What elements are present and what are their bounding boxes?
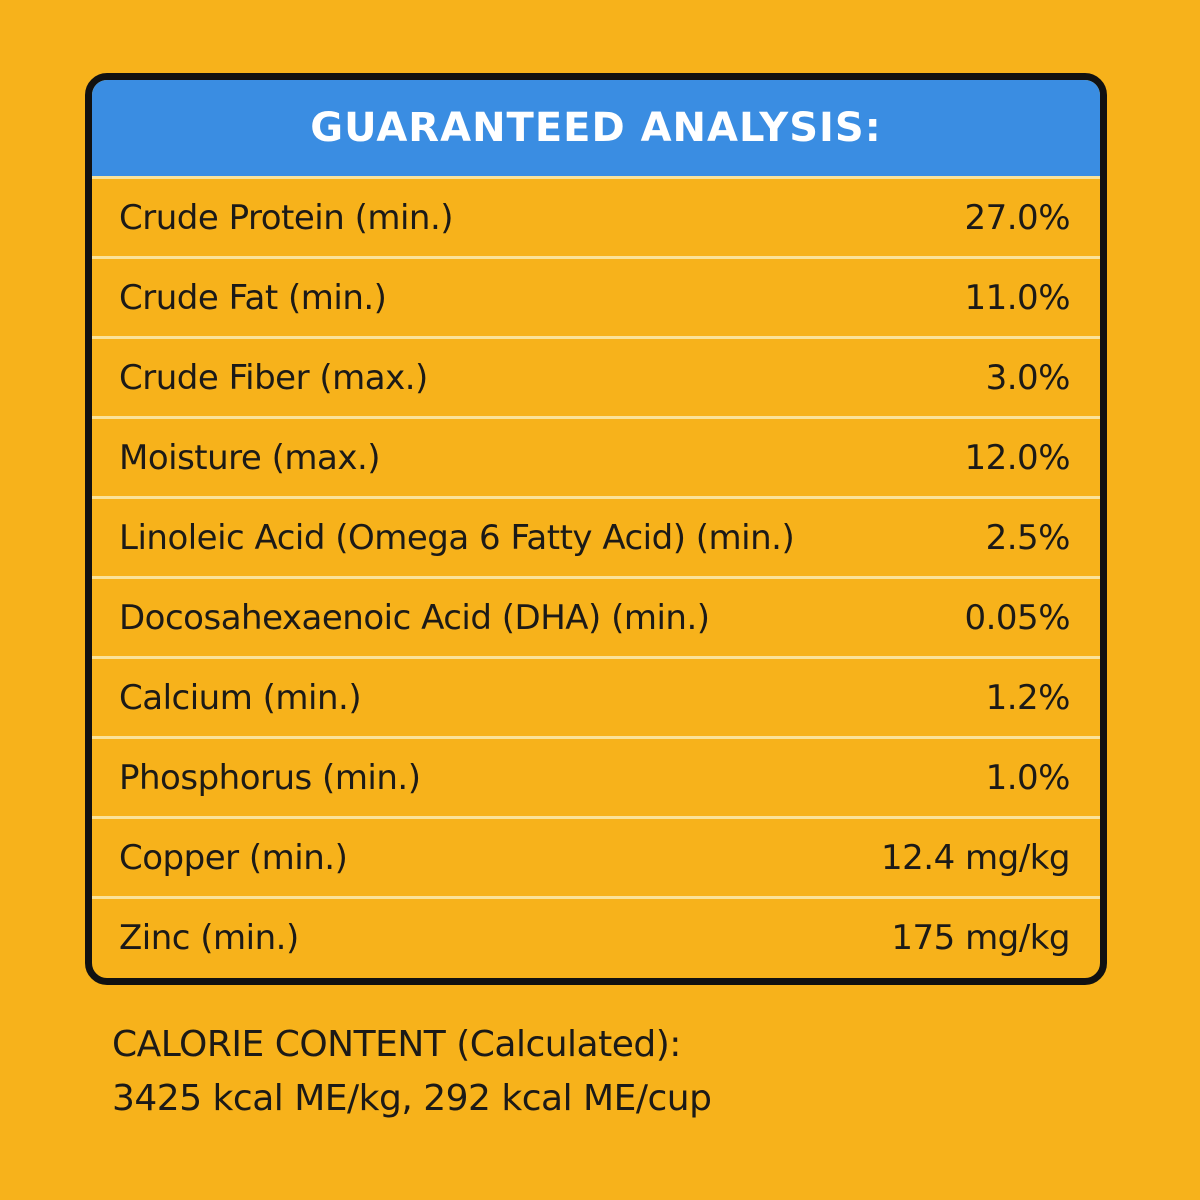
- table-row: Phosphorus (min.) 1.0%: [92, 739, 1100, 819]
- table-row: Zinc (min.) 175 mg/kg: [92, 899, 1100, 976]
- row-value: 12.4 mg/kg: [881, 837, 1070, 878]
- row-value: 2.5%: [985, 517, 1071, 558]
- table-row: Copper (min.) 12.4 mg/kg: [92, 819, 1100, 899]
- row-label: Phosphorus (min.): [119, 757, 421, 798]
- row-value: 175 mg/kg: [891, 917, 1070, 958]
- panel-title: GUARANTEED ANALYSIS:: [92, 80, 1100, 179]
- row-value: 12.0%: [964, 437, 1070, 478]
- row-value: 1.0%: [985, 757, 1071, 798]
- row-label: Linoleic Acid (Omega 6 Fatty Acid) (min.…: [119, 517, 795, 558]
- row-value: 1.2%: [985, 677, 1071, 718]
- row-value: 3.0%: [985, 357, 1071, 398]
- table-row: Docosahexaenoic Acid (DHA) (min.) 0.05%: [92, 579, 1100, 659]
- row-label: Copper (min.): [119, 837, 348, 878]
- row-label: Moisture (max.): [119, 437, 381, 478]
- calorie-heading: CALORIE CONTENT (Calculated):: [112, 1024, 681, 1065]
- row-label: Docosahexaenoic Acid (DHA) (min.): [119, 597, 710, 638]
- row-label: Crude Fat (min.): [119, 277, 387, 318]
- row-label: Crude Fiber (max.): [119, 357, 428, 398]
- table-row: Crude Fat (min.) 11.0%: [92, 259, 1100, 339]
- table-row: Calcium (min.) 1.2%: [92, 659, 1100, 739]
- calorie-content: CALORIE CONTENT (Calculated): 3425 kcal …: [112, 1018, 1112, 1126]
- row-value: 0.05%: [964, 597, 1070, 638]
- table-row: Crude Protein (min.) 27.0%: [92, 179, 1100, 259]
- row-value: 27.0%: [964, 197, 1070, 238]
- row-label: Calcium (min.): [119, 677, 362, 718]
- table-row: Moisture (max.) 12.0%: [92, 419, 1100, 499]
- row-value: 11.0%: [964, 277, 1070, 318]
- guaranteed-analysis-panel: GUARANTEED ANALYSIS: Crude Protein (min.…: [85, 73, 1107, 985]
- table-row: Linoleic Acid (Omega 6 Fatty Acid) (min.…: [92, 499, 1100, 579]
- calorie-value: 3425 kcal ME/kg, 292 kcal ME/cup: [112, 1078, 712, 1119]
- analysis-table: Crude Protein (min.) 27.0% Crude Fat (mi…: [92, 179, 1100, 976]
- table-row: Crude Fiber (max.) 3.0%: [92, 339, 1100, 419]
- row-label: Crude Protein (min.): [119, 197, 454, 238]
- row-label: Zinc (min.): [119, 917, 299, 958]
